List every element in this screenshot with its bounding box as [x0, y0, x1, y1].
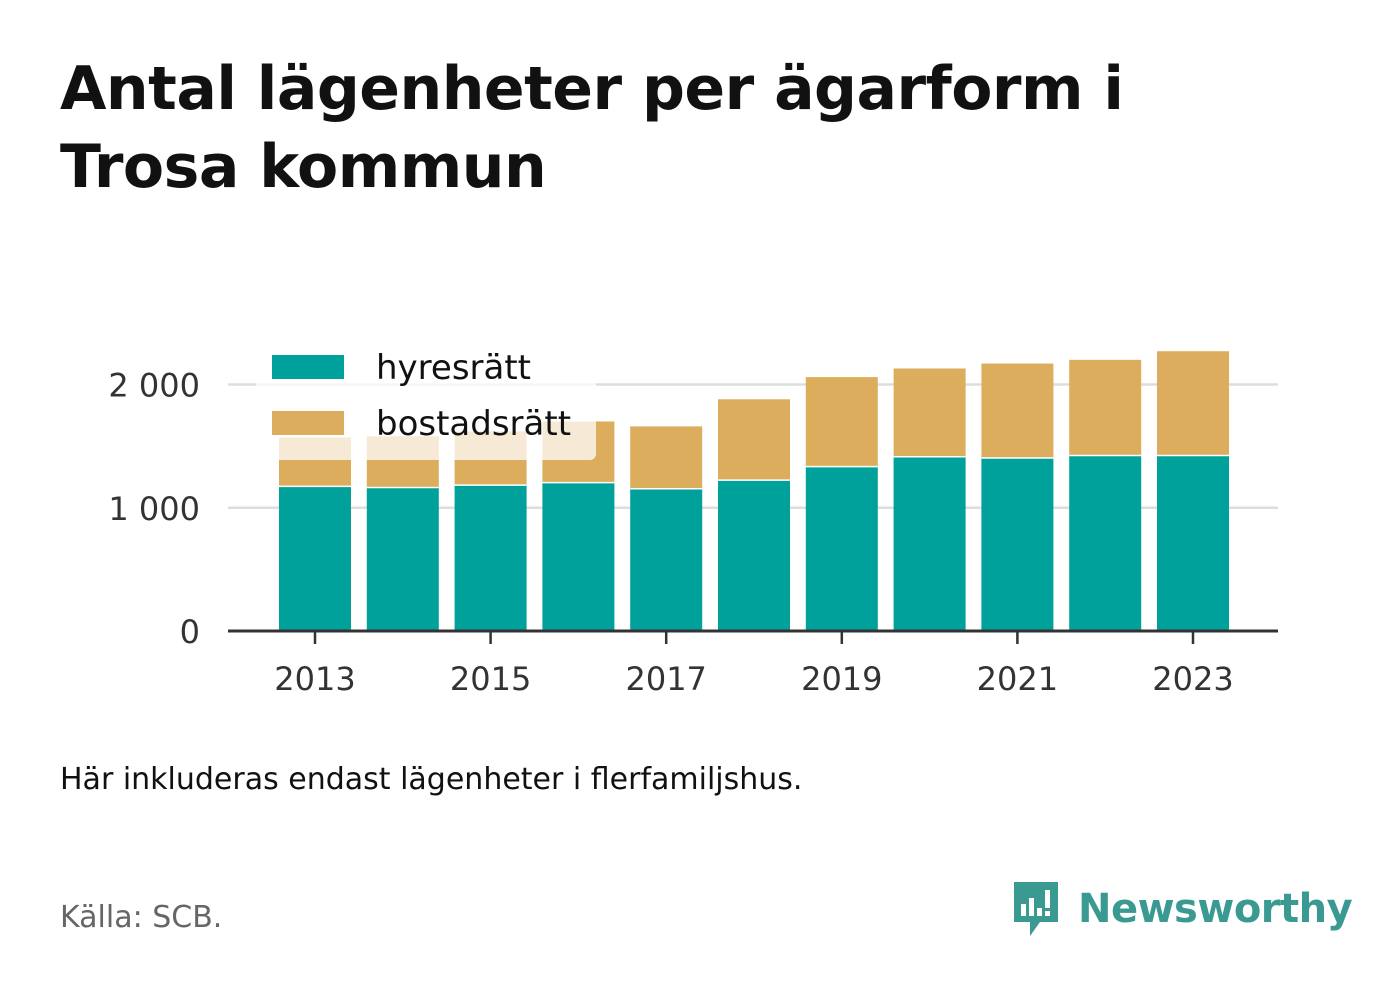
y-tick-label: 1 000	[108, 490, 200, 528]
bar-hyresratt	[893, 455, 966, 631]
x-tick-label: 2017	[625, 660, 706, 698]
chart-title: Antal lägenheter per ägarform i Trosa ko…	[60, 54, 1124, 202]
bar-hyresratt	[981, 457, 1054, 631]
y-tick-label: 0	[180, 613, 200, 651]
bar-bostadsratt	[981, 363, 1054, 458]
brand-name: Newsworthy	[1078, 886, 1353, 932]
x-tick-label: 2013	[274, 660, 355, 698]
bar-hyresratt	[1157, 454, 1229, 631]
bar-bostadsratt	[1069, 359, 1142, 455]
source-text: Källa: SCB.	[60, 900, 223, 935]
bar-hyresratt	[366, 486, 439, 631]
x-tick-label: 2021	[977, 660, 1058, 698]
y-tick-label: 2 000	[108, 367, 200, 405]
bar-hyresratt	[805, 465, 878, 631]
legend-label: bostadsrätt	[376, 404, 571, 444]
bar-bostadsratt	[805, 377, 878, 466]
bar-bostadsratt	[893, 368, 966, 456]
brand-logo[interactable]: Newsworthy	[1010, 878, 1353, 940]
axes: 0 1 000 2 000 2013 2015 2017 2019 2021 2023	[108, 367, 1278, 698]
bar-hyresratt	[1069, 454, 1142, 631]
footnote: Här inkluderas endast lägenheter i flerf…	[60, 762, 803, 797]
x-tick-label: 2015	[450, 660, 531, 698]
newsworthy-logo-icon	[1014, 882, 1058, 936]
bar-hyresratt	[630, 488, 703, 631]
legend: hyresrätt bostadsrätt	[256, 338, 596, 460]
bar-hyresratt	[454, 484, 527, 631]
bar-hyresratt	[279, 485, 351, 631]
legend-label: hyresrätt	[376, 348, 531, 388]
legend-swatch	[272, 411, 344, 435]
bar-hyresratt	[718, 479, 790, 631]
x-tick-label: 2023	[1152, 660, 1233, 698]
bar-bostadsratt	[630, 426, 703, 489]
bars	[279, 351, 1229, 631]
bar-bostadsratt	[718, 399, 790, 480]
bar-bostadsratt	[1157, 351, 1229, 455]
bar-hyresratt	[542, 481, 615, 631]
x-tick-label: 2019	[801, 660, 882, 698]
legend-swatch	[272, 355, 344, 379]
